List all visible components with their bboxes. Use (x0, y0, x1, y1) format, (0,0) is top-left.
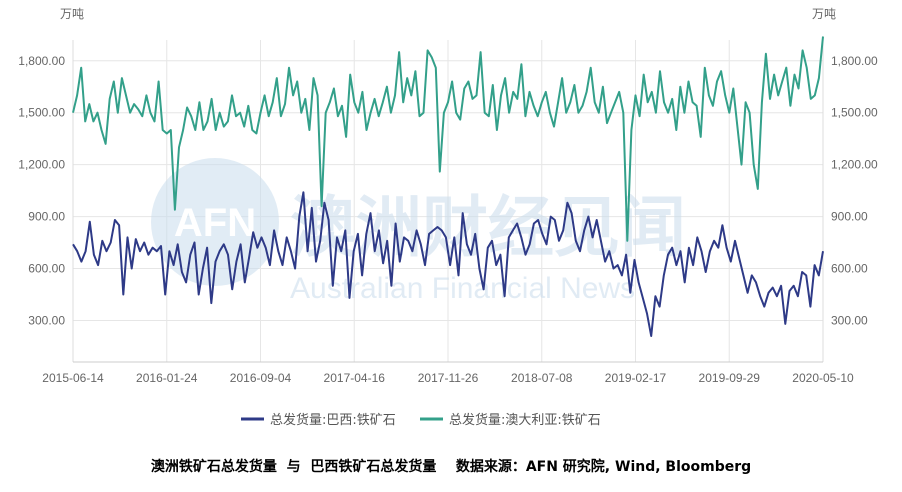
right-tick-label: 900.00 (831, 210, 868, 224)
left-tick-label: 300.00 (28, 313, 65, 327)
watermark-logo-circle (151, 158, 279, 286)
x-tick-label: 2019-09-29 (699, 371, 761, 385)
legend-label-brazil: 总发货量:巴西:铁矿石 (270, 412, 396, 428)
right-tick-label: 600.00 (831, 262, 868, 276)
left-tick-label: 1,800.00 (18, 54, 65, 68)
left-tick-label: 1,200.00 (18, 158, 65, 172)
x-tick-label: 2019-02-17 (605, 371, 667, 385)
x-tick-label: 2015-06-14 (42, 371, 104, 385)
series-lines (72, 36, 824, 337)
left-unit-label: 万吨 (60, 7, 84, 21)
brazil-shipments-line (72, 191, 824, 337)
right-tick-label: 1,200.00 (831, 158, 878, 172)
legend-label-australia: 总发货量:澳大利亚:铁矿石 (449, 412, 601, 428)
right-tick-label: 1,500.00 (831, 106, 878, 120)
left-tick-labels: 300.00 600.00 900.00 1,200.00 1,500.00 1,800.… (18, 54, 65, 328)
x-tick-label: 2016-09-04 (230, 371, 292, 385)
left-tick-label: 1,500.00 (18, 106, 65, 120)
chart-caption: 澳洲铁矿石总发货量 与 巴西铁矿石总发货量 数据来源：AFN 研究院, Wind… (150, 459, 752, 475)
right-tick-label: 300.00 (831, 313, 868, 327)
right-tick-label: 1,800.00 (831, 54, 878, 68)
right-unit-label: 万吨 (812, 7, 836, 21)
x-tick-label: 2020-05-10 (792, 371, 854, 385)
x-tick-label: 2018-07-08 (511, 371, 573, 385)
left-tick-label: 900.00 (28, 210, 65, 224)
x-tick-labels: 2015-06-14 2016-01-24 2016-09-04 2017-04-16… (42, 371, 854, 385)
x-tick-label: 2017-04-16 (324, 371, 386, 385)
legend: 总发货量:巴西:铁矿石 总发货量:澳大利亚:铁矿石 (241, 412, 601, 428)
x-tick-label: 2017-11-26 (418, 371, 479, 385)
australia-shipments-line (72, 36, 824, 242)
left-tick-label: 600.00 (28, 262, 65, 276)
watermark-logo-text: AFN (174, 201, 256, 245)
right-tick-labels: 300.00 600.00 900.00 1,200.00 1,500.00 1,800.… (831, 54, 878, 328)
watermark-subtitle: Australian Financial News (290, 272, 635, 305)
x-tick-label: 2016-01-24 (136, 371, 198, 385)
